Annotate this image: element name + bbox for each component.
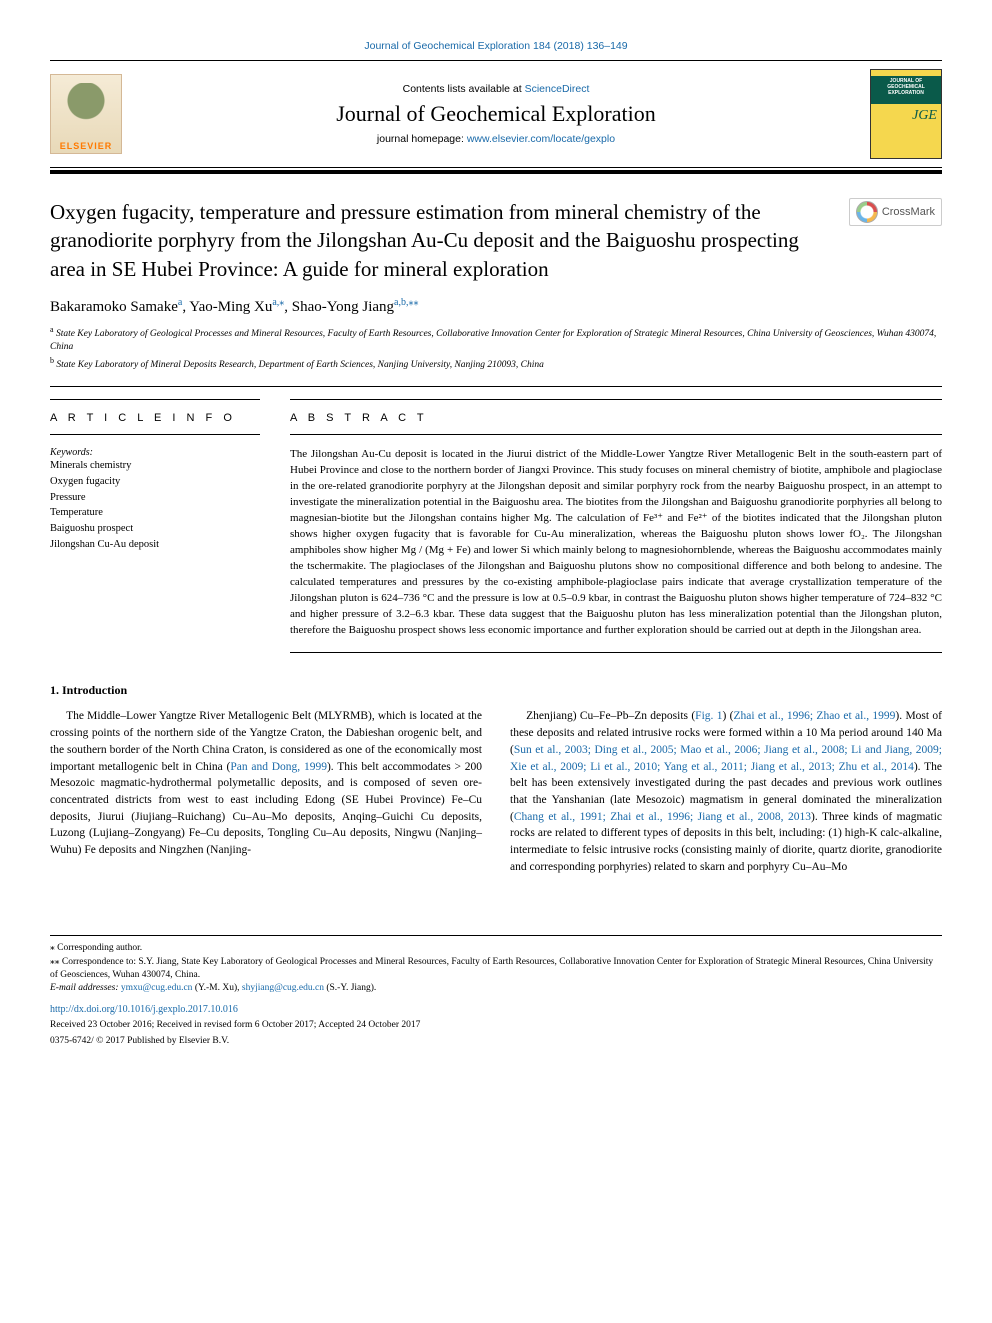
info-mid-bar: [50, 434, 260, 435]
affiliation-b: b State Key Laboratory of Mineral Deposi…: [50, 355, 942, 372]
crossmark-icon: [856, 201, 878, 223]
affiliations: a State Key Laboratory of Geological Pro…: [50, 324, 942, 372]
affil-sup-a: a: [50, 325, 54, 334]
abstract-col: A B S T R A C T The Jilongshan Au-Cu dep…: [290, 399, 942, 653]
body-para-1: The Middle–Lower Yangtze River Metalloge…: [50, 708, 482, 858]
received-dates: Received 23 October 2016; Received in re…: [50, 1019, 942, 1032]
journal-reference: Journal of Geochemical Exploration 184 (…: [50, 40, 942, 52]
email-link-1[interactable]: ymxu@cug.edu.cn: [121, 983, 193, 993]
email-addresses: E-mail addresses: ymxu@cug.edu.cn (Y.-M.…: [50, 982, 942, 995]
affil-text-a: State Key Laboratory of Geological Proce…: [50, 329, 936, 352]
abstract-top-bar: [290, 399, 942, 400]
email-name-2: (S.-Y. Jiang).: [326, 983, 376, 993]
abstract-mid-bar: [290, 434, 942, 435]
crossmark-label: CrossMark: [882, 206, 935, 218]
sciencedirect-link[interactable]: ScienceDirect: [525, 83, 590, 95]
header-box: ELSEVIER Contents lists available at Sci…: [50, 60, 942, 168]
cover-band-text: JOURNAL OF GEOCHEMICAL EXPLORATION: [871, 76, 941, 104]
email-label: E-mail addresses:: [50, 983, 119, 993]
keyword: Pressure: [50, 490, 260, 506]
contents-prefix: Contents lists available at: [403, 83, 525, 95]
journal-cover: JOURNAL OF GEOCHEMICAL EXPLORATION JGE: [870, 69, 942, 159]
corr-author-2: ⁎⁎ Correspondence to: S.Y. Jiang, State …: [50, 956, 942, 983]
affil-sup-b: b: [50, 356, 54, 365]
homepage-link[interactable]: www.elsevier.com/locate/gexplo: [467, 133, 615, 145]
keyword: Temperature: [50, 505, 260, 521]
authors: Bakaramoko Samakea, Yao-Ming Xua,⁎, Shao…: [50, 297, 942, 316]
body-col-left: The Middle–Lower Yangtze River Metalloge…: [50, 708, 482, 875]
divider: [50, 386, 942, 387]
homepage-prefix: journal homepage:: [377, 133, 467, 145]
cover-abbr: JGE: [912, 108, 937, 124]
article-title: Oxygen fugacity, temperature and pressur…: [50, 198, 829, 283]
article-info-col: A R T I C L E I N F O Keywords: Minerals…: [50, 399, 260, 653]
elsevier-logo: ELSEVIER: [50, 74, 122, 154]
header-divider-bar: [50, 170, 942, 174]
section-heading-intro: 1. Introduction: [50, 683, 942, 698]
email-name-1: (Y.-M. Xu),: [195, 983, 240, 993]
homepage-line: journal homepage: www.elsevier.com/locat…: [136, 133, 856, 145]
abstract-heading: A B S T R A C T: [290, 412, 942, 424]
affiliation-a: a State Key Laboratory of Geological Pro…: [50, 324, 942, 355]
elsevier-tree-icon: [64, 83, 108, 127]
header-center: Contents lists available at ScienceDirec…: [136, 83, 856, 145]
copyright: 0375-6742/ © 2017 Published by Elsevier …: [50, 1035, 942, 1048]
keyword: Oxygen fugacity: [50, 474, 260, 490]
affil-text-b: State Key Laboratory of Mineral Deposits…: [56, 360, 544, 370]
elsevier-label: ELSEVIER: [60, 141, 113, 151]
keyword: Minerals chemistry: [50, 458, 260, 474]
corr-author-1: ⁎ Corresponding author.: [50, 942, 942, 955]
doi-link[interactable]: http://dx.doi.org/10.1016/j.gexplo.2017.…: [50, 1003, 942, 1017]
info-top-bar: [50, 399, 260, 400]
keywords-label: Keywords:: [50, 447, 260, 458]
article-info-heading: A R T I C L E I N F O: [50, 412, 260, 424]
email-link-2[interactable]: shyjiang@cug.edu.cn: [242, 983, 324, 993]
journal-name: Journal of Geochemical Exploration: [136, 101, 856, 127]
keyword: Baiguoshu prospect: [50, 521, 260, 537]
body-para-2: Zhenjiang) Cu–Fe–Pb–Zn deposits (Fig. 1)…: [510, 708, 942, 875]
keyword: Jilongshan Cu-Au deposit: [50, 537, 260, 553]
abstract-text: The Jilongshan Au-Cu deposit is located …: [290, 447, 942, 638]
crossmark-badge[interactable]: CrossMark: [849, 198, 942, 226]
keywords-list: Minerals chemistry Oxygen fugacity Press…: [50, 458, 260, 553]
body-columns: The Middle–Lower Yangtze River Metalloge…: [50, 708, 942, 875]
footnotes: ⁎ Corresponding author. ⁎⁎ Correspondenc…: [50, 935, 942, 1048]
body-col-right: Zhenjiang) Cu–Fe–Pb–Zn deposits (Fig. 1)…: [510, 708, 942, 875]
abstract-bottom-bar: [290, 652, 942, 653]
contents-line: Contents lists available at ScienceDirec…: [136, 83, 856, 95]
